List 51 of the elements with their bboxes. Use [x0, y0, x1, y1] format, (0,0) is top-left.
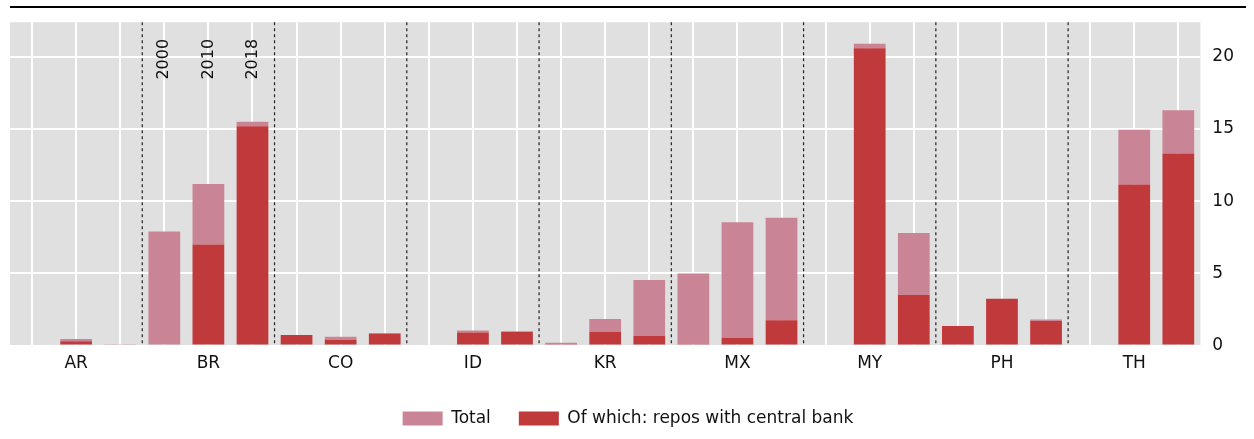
bar: [986, 298, 1018, 345]
bar: [1162, 110, 1195, 154]
legend-label: Total: [450, 406, 491, 427]
bar: [721, 222, 754, 339]
x-tick-label: TH: [1121, 352, 1146, 373]
bar: [633, 279, 666, 336]
bar: [457, 330, 489, 333]
bar: [324, 339, 357, 345]
bar: [942, 326, 974, 345]
annotation: 2010: [197, 38, 217, 80]
bar: [677, 273, 710, 345]
x-tick-label: KR: [593, 352, 617, 373]
bar: [589, 331, 622, 345]
bar: [192, 183, 225, 245]
bar: [148, 231, 181, 345]
annotation: 2018: [241, 38, 261, 80]
bar: [589, 318, 622, 332]
y-tick-label: 5: [1212, 261, 1224, 282]
y-tick-label: 10: [1212, 189, 1235, 210]
bar: [853, 43, 886, 49]
x-tick-label: ID: [463, 352, 482, 373]
bar: [236, 126, 269, 345]
bar: [280, 335, 313, 345]
bar: [457, 332, 489, 345]
bar: [721, 338, 754, 345]
bar: [765, 217, 798, 321]
bar: [1030, 321, 1062, 345]
x-tick-label: PH: [990, 352, 1014, 373]
bar: [501, 331, 533, 345]
bar: [236, 121, 269, 127]
x-tick-label: AR: [64, 352, 89, 373]
bar: [368, 333, 401, 345]
x-tick-label: CO: [328, 352, 354, 373]
x-tick-label: MX: [724, 352, 751, 373]
y-tick-label: 20: [1212, 45, 1235, 66]
bar: [897, 232, 930, 296]
bar: [324, 336, 357, 340]
y-tick-label: 15: [1212, 117, 1235, 138]
x-tick-label: BR: [196, 352, 221, 373]
annotation: 2000: [153, 38, 173, 80]
bar: [765, 320, 798, 345]
bar: [1162, 153, 1195, 345]
bar: [1118, 184, 1151, 345]
x-tick-label: MY: [857, 352, 883, 373]
y-tick-label: 0: [1212, 334, 1224, 355]
bar: [853, 48, 886, 345]
bar: [1118, 129, 1151, 185]
bar: [897, 295, 930, 345]
bar: [633, 335, 666, 345]
bar: [192, 244, 225, 345]
legend-label: Of which: repos with central bank: [567, 406, 854, 427]
